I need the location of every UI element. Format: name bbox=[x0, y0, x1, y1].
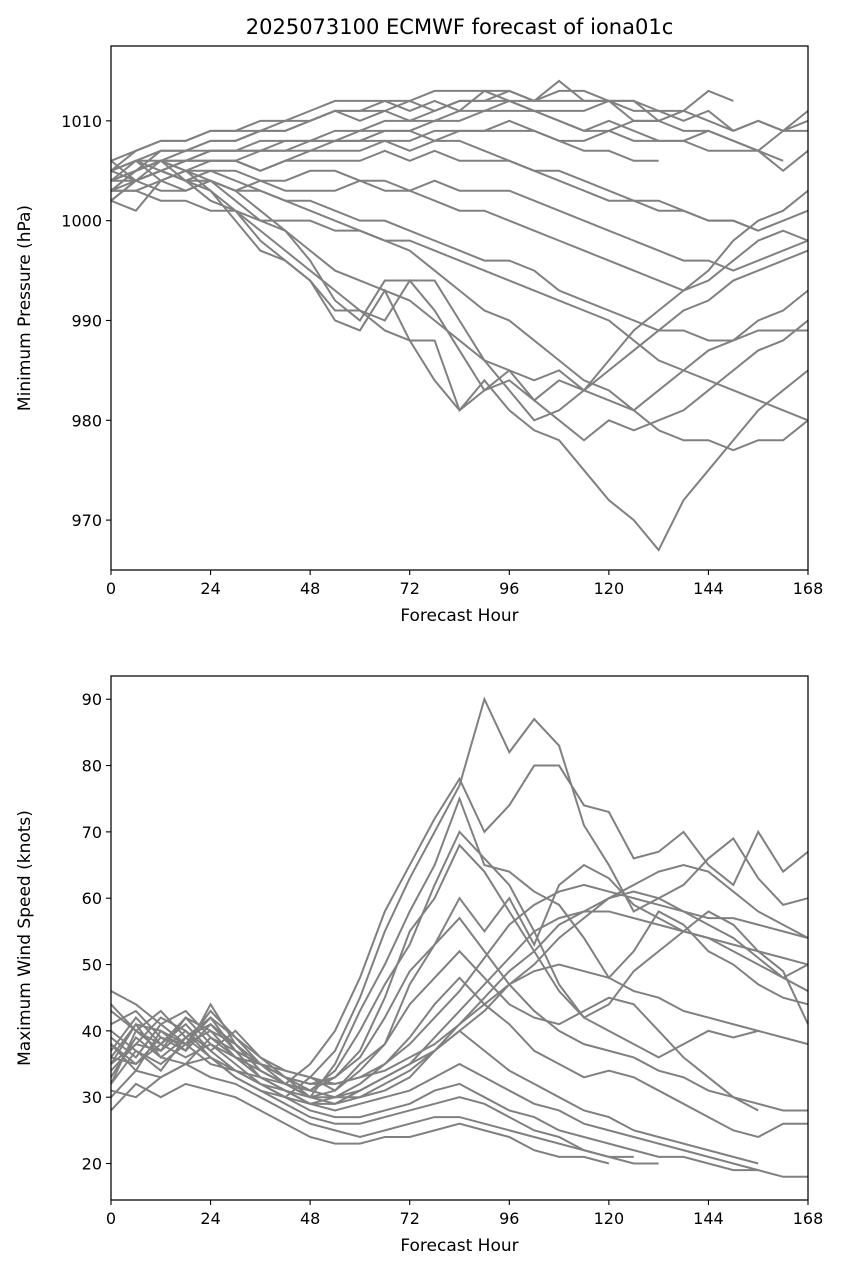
wind-panel: 0 24 48 72 96 120 144 168 20 30 40 50 60 70 80 90 Forec… bbox=[15, 675, 824, 1256]
wind-x-tick-label: 168 bbox=[793, 1209, 824, 1228]
pressure-ticks: 0 24 48 72 96 120 144 168 970 980 990 1000 1010 bbox=[61, 112, 823, 598]
pressure-x-axis-label: Forecast Hour bbox=[400, 606, 518, 626]
pressure-x-tick-label: 120 bbox=[594, 579, 625, 598]
pressure-series-line-9 bbox=[110, 139, 759, 232]
pressure-series-line-4 bbox=[110, 99, 809, 162]
pressure-x-tick-label: 96 bbox=[499, 579, 519, 598]
wind-x-tick-label: 48 bbox=[300, 1209, 320, 1228]
pressure-series-group bbox=[110, 79, 809, 552]
wind-series-line-12 bbox=[110, 1010, 759, 1172]
pressure-series-line-16 bbox=[110, 169, 809, 412]
pressure-y-axis-label: Minimum Pressure (hPa) bbox=[15, 205, 35, 411]
wind-series-line-5 bbox=[110, 843, 759, 1085]
pressure-axes-frame bbox=[110, 45, 809, 571]
wind-x-axis-label: Forecast Hour bbox=[400, 1236, 518, 1256]
pressure-x-tick-label: 72 bbox=[400, 579, 420, 598]
wind-y-tick-label: 20 bbox=[82, 1155, 102, 1174]
pressure-x-tick-label: 144 bbox=[693, 579, 724, 598]
wind-y-tick-label: 70 bbox=[82, 823, 102, 842]
pressure-y-tick-label: 970 bbox=[71, 511, 102, 530]
wind-y-tick-label: 50 bbox=[82, 956, 102, 975]
wind-series-line-17 bbox=[110, 864, 809, 1105]
wind-y-axis-label: Maximum Wind Speed (knots) bbox=[15, 810, 35, 1066]
wind-ticks: 0 24 48 72 96 120 144 168 20 30 40 50 60 70 80 90 bbox=[82, 690, 824, 1228]
wind-x-tick-label: 96 bbox=[499, 1209, 519, 1228]
wind-y-tick-label: 80 bbox=[82, 757, 102, 776]
pressure-series-line-10 bbox=[110, 149, 809, 232]
figure-title: 2025073100 ECMWF forecast of iona01c bbox=[246, 15, 674, 39]
pressure-series-line-1 bbox=[110, 89, 734, 172]
wind-x-tick-label: 24 bbox=[200, 1209, 220, 1228]
wind-y-tick-label: 40 bbox=[82, 1022, 102, 1041]
pressure-series-line-11 bbox=[110, 169, 809, 272]
wind-x-tick-label: 72 bbox=[400, 1209, 420, 1228]
wind-x-tick-label: 120 bbox=[594, 1209, 625, 1228]
wind-x-tick-label: 144 bbox=[693, 1209, 724, 1228]
pressure-y-tick-label: 990 bbox=[71, 311, 102, 330]
pressure-series-line-20 bbox=[110, 159, 809, 442]
wind-series-line-20 bbox=[110, 963, 809, 1085]
pressure-x-tick-label: 168 bbox=[793, 579, 824, 598]
pressure-panel: 0 24 48 72 96 120 144 168 970 980 990 1000 1010 Fore… bbox=[15, 45, 823, 626]
wind-series-line-14 bbox=[110, 1062, 634, 1158]
wind-series-line-19 bbox=[110, 910, 809, 1099]
pressure-series-line-14 bbox=[111, 179, 809, 422]
pressure-x-tick-label: 24 bbox=[200, 579, 220, 598]
wind-series-line-15 bbox=[110, 1082, 610, 1165]
pressure-series-line-18 bbox=[111, 169, 809, 422]
pressure-x-tick-label: 0 bbox=[106, 579, 116, 598]
wind-series-line-13 bbox=[110, 1036, 659, 1165]
wind-y-tick-label: 30 bbox=[82, 1088, 102, 1107]
wind-series-line-9 bbox=[110, 976, 808, 1139]
wind-series-line-8 bbox=[110, 949, 808, 1112]
wind-x-tick-label: 0 bbox=[106, 1209, 116, 1228]
pressure-x-tick-label: 48 bbox=[300, 579, 320, 598]
wind-series-group bbox=[110, 696, 809, 1178]
wind-axes-frame bbox=[110, 675, 809, 1201]
wind-y-tick-label: 90 bbox=[82, 690, 102, 709]
wind-series-line-3 bbox=[110, 795, 809, 1099]
wind-series-line-18 bbox=[110, 883, 809, 1085]
wind-y-tick-label: 60 bbox=[82, 889, 102, 908]
pressure-series-line-17 bbox=[110, 159, 809, 402]
pressure-y-tick-label: 1010 bbox=[61, 112, 102, 131]
pressure-y-tick-label: 980 bbox=[71, 411, 102, 430]
pressure-series-line-13 bbox=[110, 159, 808, 342]
pressure-y-tick-label: 1000 bbox=[61, 212, 102, 231]
wind-series-line-11 bbox=[110, 1036, 808, 1178]
